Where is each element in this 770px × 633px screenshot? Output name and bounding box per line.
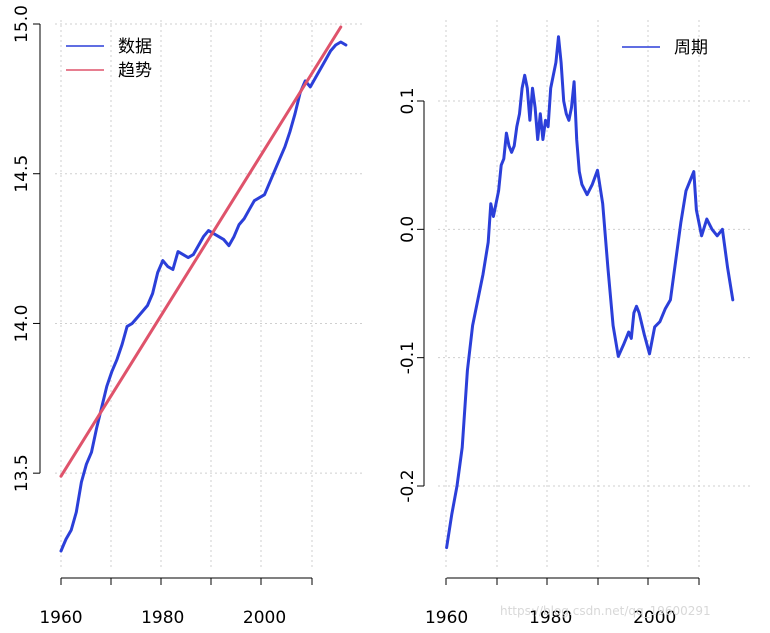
- series-line: [445, 35, 735, 550]
- y-tick-label: -0.2: [398, 469, 418, 502]
- y-tick-label: 14.5: [12, 155, 32, 193]
- x-tick-label: 2000: [243, 608, 286, 628]
- x-tick-label: 1960: [39, 608, 82, 628]
- watermark-text: https://blog.csdn.net/qq_19600291: [500, 604, 711, 618]
- x-tick-label: 1960: [425, 608, 468, 628]
- y-tick-label: 0.1: [398, 87, 418, 114]
- legend-label: 趋势: [118, 61, 152, 81]
- y-tick-label: 0.0: [398, 216, 418, 243]
- x-tick-label: 1980: [529, 608, 572, 628]
- y-tick-label: -0.1: [398, 341, 418, 374]
- x-tick-label: 2000: [633, 608, 676, 628]
- x-tick-label: 1980: [141, 608, 184, 628]
- y-tick-label: 15.0: [12, 5, 32, 43]
- y-tick-label: 14.0: [12, 305, 32, 343]
- legend-label: 数据: [118, 37, 152, 57]
- series-line: [59, 25, 343, 478]
- legend-label: 周期: [674, 38, 708, 58]
- y-tick-label: 13.5: [12, 454, 32, 492]
- series-line: [59, 40, 348, 553]
- right-panel-cycle: -0.2 -0.1 0.0 0.1 1960 1980 2000 周期: [398, 20, 750, 628]
